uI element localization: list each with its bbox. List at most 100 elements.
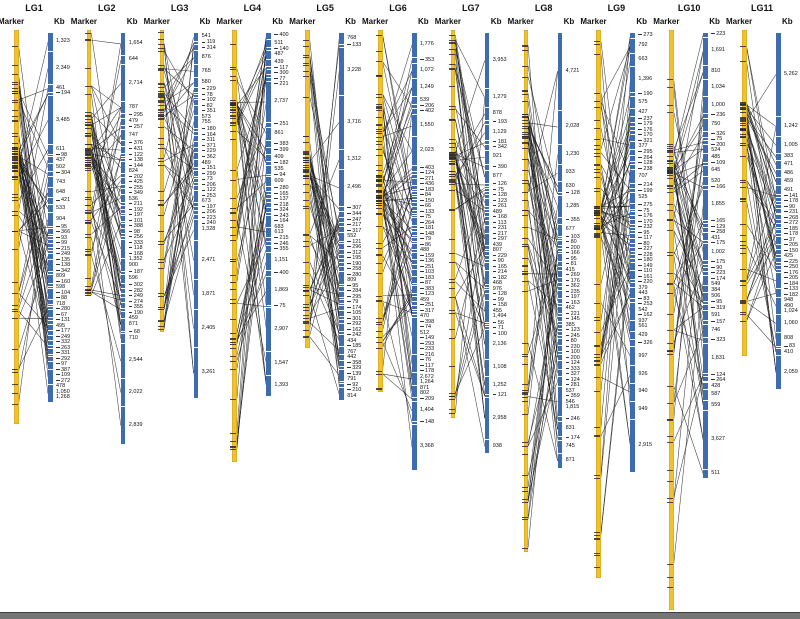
kb-segment <box>630 67 635 93</box>
marker-scaffold-link-line <box>18 91 49 156</box>
kb-value-label: 683 <box>274 223 284 230</box>
marker-tick <box>594 127 601 129</box>
kb-segment <box>630 38 635 54</box>
marker-tick <box>230 111 237 113</box>
kb-segment <box>703 324 708 337</box>
kb-segment <box>48 248 53 251</box>
lg-title-lg2: LG2 <box>98 3 116 13</box>
kb-segment <box>193 141 199 148</box>
marker-scaffold-link-line <box>746 224 777 272</box>
marker-tick <box>521 179 528 181</box>
marker-scaffold-link-line <box>382 197 413 313</box>
marker-scaffold-link-line <box>746 190 777 281</box>
kb-segment <box>776 154 781 161</box>
marker-tick <box>157 117 164 119</box>
kb-value-label: 136 <box>420 259 434 265</box>
marker-tick <box>521 137 528 139</box>
kb-segment <box>120 202 126 206</box>
kb-value-label: 183 <box>420 275 434 282</box>
kb-segment <box>484 395 490 397</box>
marker-scaffold-link-line <box>527 125 558 430</box>
marker-scaffold-link-line <box>309 235 340 261</box>
kb-value-label: 3,261 <box>201 369 216 376</box>
kb-segment <box>48 96 53 145</box>
marker-scaffold-link-line <box>600 213 631 393</box>
kb-value-label: 486 <box>784 169 794 176</box>
kb-segment <box>412 207 417 210</box>
kb-segment <box>48 145 53 154</box>
kb-segment <box>776 262 781 266</box>
marker-scaffold-link-line <box>527 179 558 354</box>
kb-value-label: 268 <box>784 215 798 222</box>
kb-segment <box>557 110 563 144</box>
kb-segment <box>703 343 708 374</box>
kb-value-label: 206 <box>420 103 434 110</box>
marker-tick <box>376 301 382 303</box>
marker-scaffold-link-line <box>163 93 194 192</box>
kb-segment <box>703 377 708 382</box>
kb-segment <box>776 266 781 269</box>
kb-value-label: 390 <box>493 164 507 171</box>
kb-segment <box>266 308 271 352</box>
kb-value-label: 251 <box>274 122 288 128</box>
marker-scaffold-link-line <box>600 45 631 102</box>
marker-column-header: Marker <box>362 17 389 26</box>
marker-scaffold-link-line <box>527 116 558 374</box>
marker-scaffold-link-line <box>600 101 631 336</box>
marker-scaffold-link-line <box>309 294 340 395</box>
marker-tick <box>157 259 164 261</box>
kb-value-label: 940 <box>638 388 648 395</box>
kb-value-label: 366 <box>56 230 70 236</box>
marker-column-header: Marker <box>507 17 534 26</box>
kb-segment <box>412 115 417 137</box>
kb-segment <box>484 290 490 293</box>
marker-tick <box>667 251 674 253</box>
kb-segment <box>266 39 271 48</box>
kb-segment <box>412 312 417 314</box>
marker-tick <box>594 92 601 94</box>
marker-tick <box>303 169 310 171</box>
marker-bar-lg10 <box>669 30 674 610</box>
kb-segment <box>120 126 126 130</box>
marker-scaffold-link-line <box>163 196 194 260</box>
marker-tick <box>84 289 91 291</box>
marker-scaffold-link-line <box>382 87 413 133</box>
kb-segment <box>703 240 708 244</box>
kb-value-label: 122 <box>129 152 143 159</box>
kb-segment <box>412 172 417 174</box>
marker-tick <box>594 477 601 479</box>
kb-segment <box>703 293 708 302</box>
marker-tick <box>12 149 18 151</box>
horizontal-scrollbar-track[interactable] <box>0 612 800 619</box>
marker-scaffold-link-line <box>746 142 777 373</box>
kb-segment <box>703 114 708 119</box>
kb-segment <box>193 206 199 210</box>
marker-column-header: Marker <box>580 17 607 26</box>
marker-tick <box>84 234 91 236</box>
kb-segment <box>630 254 635 258</box>
kb-value-label: 326 <box>638 340 652 347</box>
marker-scaffold-link-line <box>673 51 704 220</box>
kb-segment <box>484 263 490 270</box>
marker-tick <box>376 34 382 36</box>
marker-scaffold-link-line <box>91 33 122 236</box>
kb-value-label: 461 <box>56 84 66 91</box>
marker-tick <box>230 339 237 341</box>
kb-segment <box>120 222 126 224</box>
kb-value-label: 434 <box>347 337 357 344</box>
kb-value-label: 166 <box>711 184 725 191</box>
kb-value-label: 139 <box>347 371 361 378</box>
kb-value-label: 1,002 <box>711 248 725 255</box>
marker-tick <box>157 262 164 264</box>
kb-value-label: 767 <box>347 348 357 355</box>
kb-segment <box>630 347 635 366</box>
kb-segment <box>193 65 199 78</box>
marker-scaffold-link-line <box>455 53 486 369</box>
kb-value-label: 123 <box>566 328 580 334</box>
kb-segment <box>630 383 635 401</box>
marker-tick <box>376 106 382 108</box>
kb-segment <box>703 220 708 224</box>
marker-tick <box>740 245 746 247</box>
kb-segment <box>484 322 490 324</box>
kb-value-label: 459 <box>420 296 430 303</box>
